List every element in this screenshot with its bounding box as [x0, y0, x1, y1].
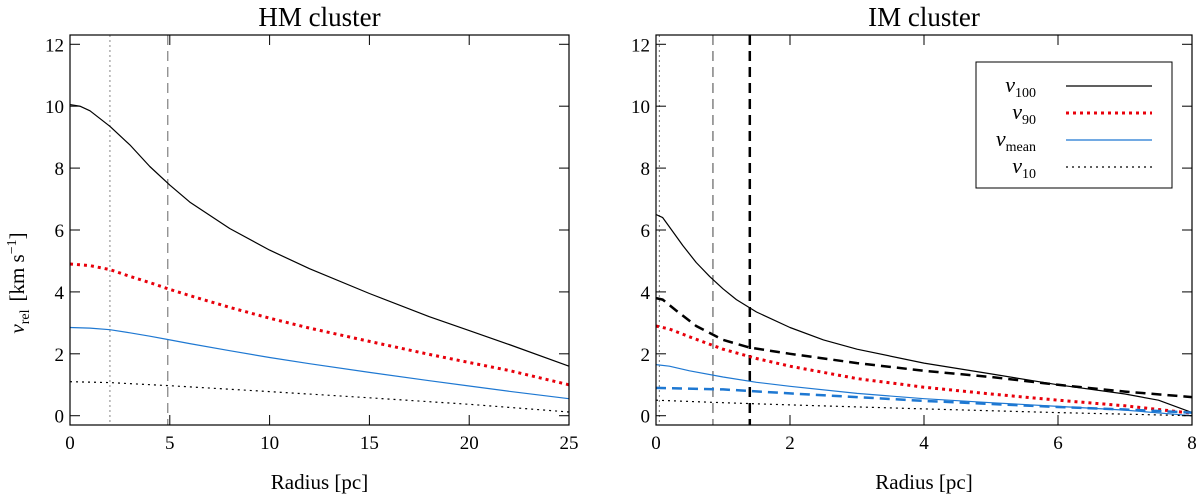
im-y-tick-label: 4: [641, 283, 651, 304]
hm-series-v-90: [69, 262, 570, 387]
hm-y-tick-label: 6: [55, 221, 65, 242]
im-panel-title: IM cluster: [868, 2, 980, 32]
im-x-tick-label: 0: [651, 433, 661, 454]
im-x-tick-label: 8: [1187, 433, 1197, 454]
im-y-tick-label: 12: [631, 35, 650, 56]
legend-label: vmean: [996, 126, 1036, 155]
im-x-tick-label: 4: [919, 433, 929, 454]
hm-series-v-mean: [69, 326, 570, 400]
hm-series-v-10: [69, 381, 570, 413]
hm-x-tick-label: 25: [560, 433, 579, 454]
im-y-tick-label: 2: [641, 345, 651, 366]
hm-series-v-100: [69, 104, 570, 367]
hm-y-tick-label: 0: [55, 407, 65, 428]
hm-x-tick-label: 15: [360, 433, 379, 454]
hm-plot-frame: [69, 34, 570, 426]
hm-x-tick-label: 5: [165, 433, 175, 454]
hm-x-tick-label: 20: [460, 433, 479, 454]
hm-y-tick-label: 2: [55, 345, 65, 366]
im-series-v-10: [655, 399, 1193, 417]
y-axis-label: vrel[km s−1]: [5, 232, 33, 333]
im-x-tick-label: 2: [785, 433, 795, 454]
im-x-tick-label: 6: [1053, 433, 1063, 454]
hm-y-tick-label: 12: [45, 35, 64, 56]
im-series-v-100-second-model-: [655, 296, 1193, 399]
im-y-tick-label: 8: [641, 159, 651, 180]
legend-label: v90: [1012, 99, 1036, 128]
hm-x-axis-label: Radius [pc]: [271, 470, 368, 494]
hm-cluster-panel: HM cluster 0 5 10 15 20 25 0 2 4 6 8 10 12 Radius [pc]: [45, 2, 579, 494]
hm-x-tick-label: 10: [260, 433, 279, 454]
im-series-v-mean: [655, 364, 1193, 417]
im-series-v-90: [655, 324, 1193, 415]
hm-panel-title: HM cluster: [258, 2, 380, 32]
hm-x-tick-label: 0: [65, 433, 75, 454]
im-series-v-100: [655, 213, 1193, 414]
im-series-v-mean-second-model-: [655, 386, 1193, 414]
legend-label: v10: [1012, 153, 1036, 182]
hm-y-tick-label: 4: [55, 283, 65, 304]
hm-y-tick-label: 8: [55, 159, 65, 180]
legend-label: v100: [1005, 72, 1036, 101]
im-y-tick-label: 6: [641, 221, 651, 242]
im-y-tick-label: 10: [631, 97, 650, 118]
hm-y-tick-label: 10: [45, 97, 64, 118]
im-x-axis-label: Radius [pc]: [875, 470, 972, 494]
im-y-tick-label: 0: [641, 407, 651, 428]
